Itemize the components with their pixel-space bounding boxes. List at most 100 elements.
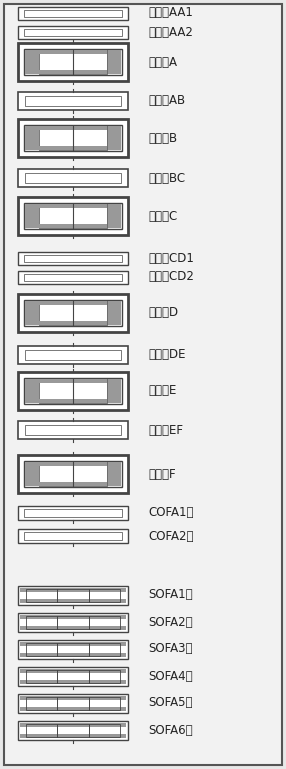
Bar	[18, 640, 128, 658]
Bar	[20, 695, 126, 700]
Bar	[73, 204, 107, 208]
Bar	[20, 598, 126, 602]
Text: 一次风C: 一次风C	[148, 209, 177, 222]
Bar	[25, 126, 39, 150]
Bar	[20, 707, 126, 711]
Bar	[18, 506, 128, 520]
Bar	[24, 378, 122, 404]
Text: SOFA2层: SOFA2层	[148, 615, 193, 628]
Bar	[18, 667, 128, 685]
Bar	[20, 668, 126, 673]
Text: 一次风F: 一次风F	[148, 468, 176, 481]
Bar	[18, 294, 128, 332]
Text: 一次风E: 一次风E	[148, 384, 176, 398]
Bar	[73, 482, 107, 486]
Bar	[24, 532, 122, 540]
Bar	[73, 70, 107, 74]
Text: 二次风CD1: 二次风CD1	[148, 251, 194, 265]
Bar	[18, 585, 128, 604]
Bar	[24, 255, 122, 261]
Text: 一次风B: 一次风B	[148, 131, 177, 145]
Bar	[25, 350, 121, 360]
Bar	[73, 224, 107, 228]
Bar	[24, 28, 122, 35]
Text: 二次风AB: 二次风AB	[148, 95, 185, 108]
Bar	[18, 197, 128, 235]
Bar	[73, 379, 107, 383]
Bar	[18, 25, 128, 38]
Bar	[73, 126, 107, 130]
Bar	[26, 588, 120, 601]
Bar	[20, 723, 126, 727]
Bar	[24, 49, 122, 75]
Bar	[25, 173, 121, 183]
Bar	[39, 126, 107, 150]
Text: SOFA3层: SOFA3层	[148, 643, 192, 655]
Bar	[24, 300, 122, 326]
Bar	[39, 482, 73, 486]
Bar	[73, 462, 107, 466]
Bar	[26, 697, 120, 710]
Bar	[39, 379, 107, 403]
Text: 二次风AA1: 二次风AA1	[148, 6, 193, 19]
Bar	[20, 680, 126, 684]
Bar	[39, 126, 73, 130]
Bar	[39, 50, 107, 74]
Bar	[73, 146, 107, 150]
Bar	[107, 204, 121, 228]
Bar	[20, 653, 126, 657]
Text: SOFA5层: SOFA5层	[148, 697, 192, 710]
Bar	[39, 146, 73, 150]
Bar	[39, 204, 73, 208]
Bar	[26, 615, 120, 628]
Bar	[20, 614, 126, 618]
Bar	[20, 734, 126, 737]
Bar	[18, 372, 128, 410]
Bar	[39, 321, 73, 325]
Bar	[20, 641, 126, 645]
Bar	[73, 50, 107, 54]
Bar	[18, 169, 128, 187]
Text: SOFA6层: SOFA6层	[148, 724, 193, 737]
Text: 二次风EF: 二次风EF	[148, 424, 183, 437]
Bar	[18, 421, 128, 439]
Bar	[24, 461, 122, 487]
Bar	[107, 301, 121, 325]
Bar	[107, 462, 121, 486]
Bar	[18, 455, 128, 493]
Text: 二次风CD2: 二次风CD2	[148, 271, 194, 284]
Text: SOFA1层: SOFA1层	[148, 588, 193, 601]
Bar	[25, 301, 39, 325]
Text: 二次风DE: 二次风DE	[148, 348, 186, 361]
Bar	[39, 70, 73, 74]
Bar	[73, 301, 107, 305]
Bar	[18, 251, 128, 265]
Bar	[18, 721, 128, 740]
Text: COFA1层: COFA1层	[148, 507, 194, 520]
Bar	[39, 204, 107, 228]
Bar	[39, 301, 107, 325]
Bar	[24, 509, 122, 517]
Bar	[20, 588, 126, 591]
Bar	[39, 462, 107, 486]
Text: SOFA4层: SOFA4层	[148, 670, 193, 683]
Text: 一次风A: 一次风A	[148, 55, 177, 68]
Bar	[26, 724, 120, 737]
Bar	[20, 625, 126, 630]
Bar	[24, 9, 122, 16]
Bar	[107, 379, 121, 403]
Bar	[18, 346, 128, 364]
Bar	[24, 203, 122, 229]
Bar	[18, 43, 128, 81]
Bar	[73, 399, 107, 403]
Bar	[18, 119, 128, 157]
Bar	[25, 462, 39, 486]
Bar	[18, 271, 128, 284]
Bar	[39, 50, 73, 54]
Bar	[18, 529, 128, 543]
Bar	[26, 643, 120, 655]
Text: COFA2层: COFA2层	[148, 530, 194, 542]
Bar	[39, 399, 73, 403]
Bar	[24, 125, 122, 151]
Bar	[107, 126, 121, 150]
